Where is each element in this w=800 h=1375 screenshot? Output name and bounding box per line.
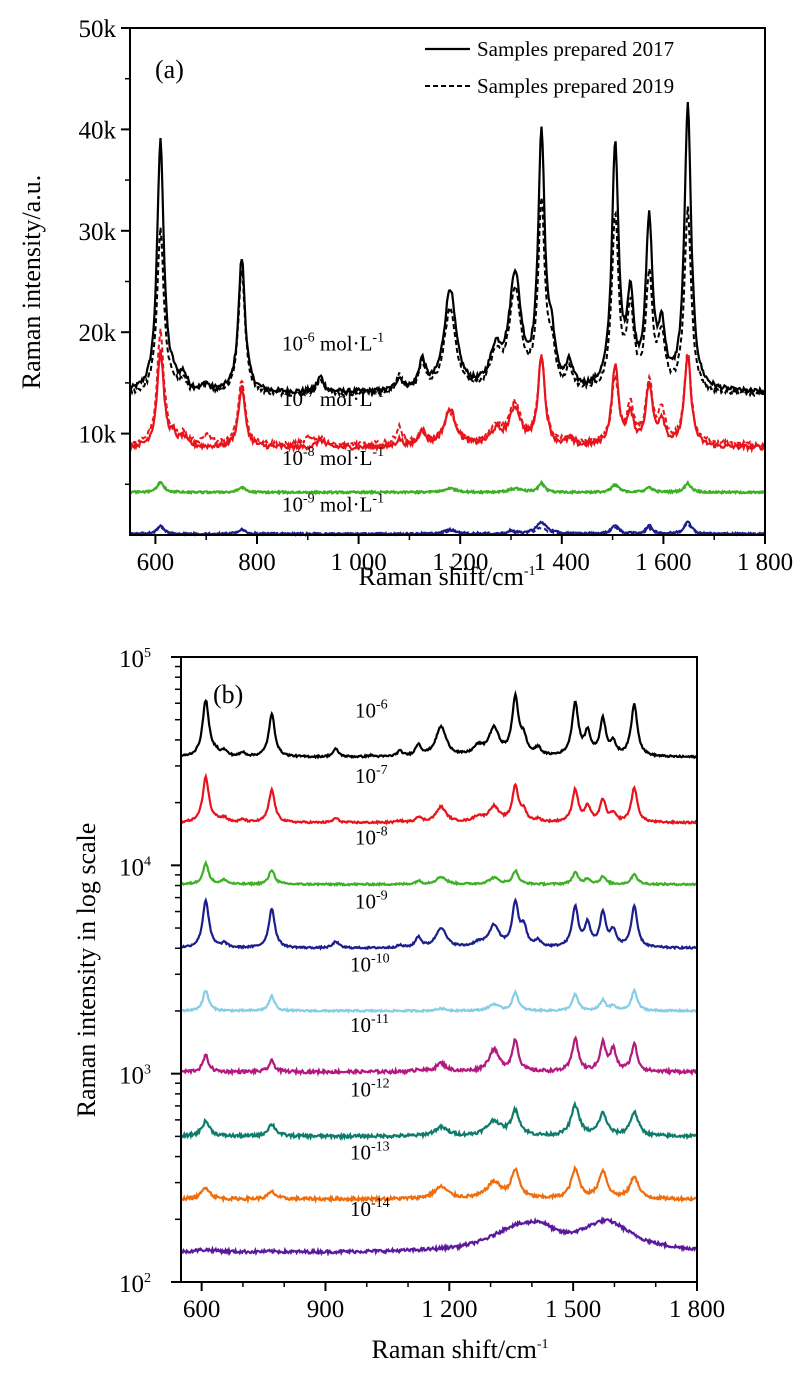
panel-a-concentration-label: 10-7 mol·L-1 [282,386,384,411]
panel-a-y-tick-label: 20k [79,320,117,347]
panel-b-series-line-10neg10 [180,987,698,1015]
panel-b-series-line-10neg13 [180,1164,698,1205]
panel-b-x-axis-title-sup: -1 [537,1337,549,1352]
panel-b: 10-6 10-7 10-8 10-9 10-10 10-11 10-12 10-13 10-1… [72,646,725,1364]
panel-b-y-tick-label: 103 [119,1063,151,1090]
panel-b-plot-frame [180,656,698,1283]
panel-a-series-line-neg9-2019 [129,522,766,538]
panel-a-y-tick-label: 50k [79,16,117,43]
panel-b-concentration-label: 10-11 [350,1012,389,1037]
panel-b-y-tick-label: 105 [119,646,151,673]
legend-entry-2017: Samples prepared 2017 [477,37,674,61]
panel-a-x-tick-label: 600 [137,549,175,576]
panel-b-concentration-label: 10-12 [350,1077,390,1102]
panel-a-y-tick-label: 30k [79,219,117,246]
panel-a-y-ticks: 10k 20k 30k 40k 50k [79,16,130,486]
panel-b-x-axis-title-text: Raman shift/cm [371,1335,536,1364]
panel-b-x-axis-title: Raman shift/cm-1 [371,1335,548,1364]
panel-b-x-tick-label: 600 [183,1296,221,1323]
panel-a: 10-6 mol·L-1 10-7 mol·L-1 10-8 mol·L-1 10-9… [17,16,793,591]
panel-a-concentration-label: 10-9 mol·L-1 [282,492,384,517]
panel-a-x-tick-label: 1 000 [330,549,386,576]
panel-b-concentration-label: 10-10 [350,951,390,976]
panel-b-concentration-label: 10-9 [355,889,388,914]
panel-b-y-ticks: 102 103 104 105 [119,646,181,1298]
panel-b-series-line-10neg6 [180,689,698,760]
panel-a-series-line-neg6-2017 [129,102,767,398]
panel-a-legend: Samples prepared 2017 Samples prepared 2… [425,37,674,98]
panel-a-x-ticks: 600 800 1 000 1 200 1 400 1 600 1 800 [137,535,793,576]
panel-a-series-line-neg8-2019 [129,481,766,496]
panel-a-concentration-label: 10-6 mol·L-1 [282,331,384,356]
panel-a-plot-frame [129,27,766,536]
panel-b-y-axis-title: Raman intensity in log scale [72,823,101,1118]
panel-b-x-ticks: 600 900 1 200 1 500 1 800 [183,1282,725,1323]
panel-b-series-line-10neg14 [180,1215,698,1257]
panel-b-y-tick-label: 104 [119,854,151,881]
panel-a-x-axis-title-text: Raman shift/cm [358,562,523,591]
panel-a-y-tick-label: 10k [79,422,117,449]
panel-a-y-axis-title: Raman intensity/a.u. [17,175,46,389]
panel-b-concentration-label: 10-14 [350,1196,390,1221]
panel-a-x-tick-label: 800 [238,549,276,576]
panel-b-concentration-label: 10-13 [350,1139,390,1164]
panel-a-y-tick-label: 40k [79,117,117,144]
panel-b-y-tick-label: 102 [119,1271,151,1298]
panel-a-concentration-label: 10-8 mol·L-1 [282,445,384,470]
panel-b-series-line-10neg11 [180,1035,698,1077]
panel-a-x-axis-title-sup: -1 [524,564,536,579]
panel-b-series-line-10neg9 [180,896,698,951]
panel-b-series-line-10neg12 [179,1100,698,1142]
panel-b-concentration-label: 10-6 [355,698,388,723]
panel-b-concentration-label: 10-8 [355,825,388,850]
panel-b-concentration-label: 10-7 [355,763,388,788]
panel-b-x-tick-label: 900 [307,1296,345,1323]
panel-b-x-tick-label: 1 800 [669,1296,725,1323]
panel-a-annotations: 10-6 mol·L-1 10-7 mol·L-1 10-8 mol·L-1 10-9… [282,331,384,517]
panel-b-x-tick-label: 1 500 [545,1296,601,1323]
panel-b-series [179,689,698,1257]
panel-b-series-line-10neg8 [180,859,698,888]
panel-a-series-line-neg6-2019 [129,197,766,400]
panel-b-x-tick-label: 1 200 [421,1296,477,1323]
panel-a-series-line-neg8-2017 [129,479,766,496]
panel-b-annotations: 10-6 10-7 10-8 10-9 10-10 10-11 10-12 10-13 10-1… [350,698,390,1221]
panel-a-series-line-neg7-2017 [128,349,766,454]
panel-a-x-axis-title: Raman shift/cm-1 [358,562,535,591]
panel-b-series-line-10neg7 [180,772,698,826]
panel-a-x-tick-label: 1 600 [635,549,691,576]
panel-a-x-tick-label: 1 400 [534,549,590,576]
panel-a-series-line-neg7-2019 [129,328,766,450]
panel-a-series [128,102,767,538]
panel-a-label: (a) [155,55,184,84]
panel-a-x-tick-label: 1 800 [737,549,793,576]
legend-entry-2019: Samples prepared 2019 [477,74,674,98]
panel-a-x-tick-label: 1 200 [432,549,488,576]
panel-b-label: (b) [213,680,243,709]
